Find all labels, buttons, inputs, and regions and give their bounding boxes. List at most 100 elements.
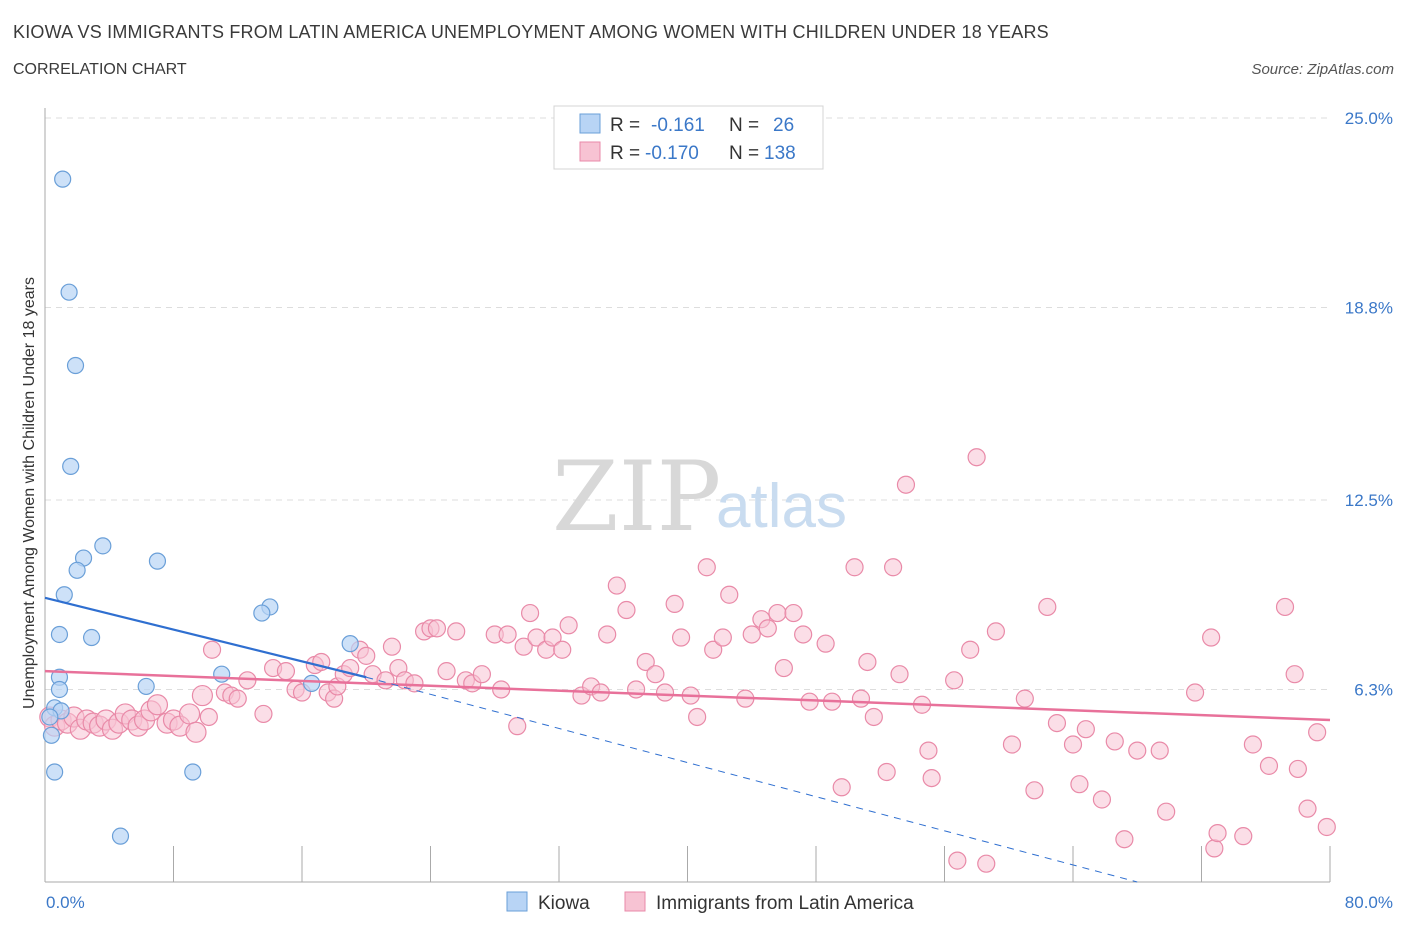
latin-america-point [178,703,201,725]
latin-america-swatch [624,891,646,912]
kiowa-point [60,283,78,301]
axes-layer [44,108,1331,883]
latin-america-point [1038,597,1057,617]
kiowa-swatch [506,891,528,912]
trend-lines [44,596,1331,883]
latin-america-point [1025,781,1044,800]
y-tick-label: 12.5% [1345,491,1393,510]
latin-america-point [276,662,296,681]
latin-america-point [1150,741,1169,760]
kiowa-point [46,763,64,781]
latin-america-point [890,665,909,684]
latin-america-point [945,671,964,690]
latin-america-point [784,603,803,623]
kiowa-trend-line [44,596,367,679]
kiowa-point [341,635,359,653]
latin-america-point [816,634,835,653]
latin-america-point [382,637,402,656]
kiowa-point [68,561,86,579]
bottom-legend: Kiowa Immigrants from Latin America [506,891,914,914]
kiowa-point [82,628,101,647]
latin-america-point [185,721,207,743]
kiowa-point [54,170,72,188]
latin-america-point [896,475,916,494]
latin-america-point [437,662,456,681]
latin-america-point [877,762,896,782]
y-tick-label: 25.0% [1345,109,1393,128]
legend-n-label: N = [729,143,759,164]
latin-america-point [671,628,691,647]
latin-america-point [626,680,646,699]
latin-america-point [646,665,665,684]
latin-america-point [191,684,214,707]
legend-item-kiowa: Kiowa [538,893,590,914]
latin-america-point [1208,824,1227,843]
kiowa-point [50,680,69,699]
legend-r-value: -0.170 [645,143,699,164]
latin-america-point [607,576,626,595]
latin-america-point [617,600,636,620]
y-tick-label: 6.3% [1354,680,1393,699]
latin-america-point [427,619,447,638]
latin-america-point [543,628,562,647]
latin-america-point [508,717,527,736]
latin-america-point [967,448,986,467]
kiowa-point [303,674,321,692]
y-axis-title: Unemployment Among Women with Children U… [21,277,38,709]
kiowa-point [62,457,80,475]
latin-america-point [774,658,793,678]
latin-america-point [1047,713,1067,733]
latin-america-point [405,674,424,693]
latin-america-point [1205,839,1224,858]
kiowa-point [41,708,59,726]
latin-america-point [1063,735,1083,754]
latin-america-point [758,619,777,638]
legend-item-latin-america: Immigrants from Latin America [656,893,914,914]
latin-america-point [948,851,967,870]
latin-america-point [1288,759,1307,779]
kiowa-point [66,356,85,375]
latin-america-point [228,689,247,708]
kiowa-swatch [579,113,601,134]
latin-america-point [1285,665,1304,684]
correlation-legend: R = -0.161 N = 26 R = -0.170 N = 138 [553,105,824,170]
latin-america-point [713,628,732,647]
latin-america-point [704,640,723,659]
latin-america-swatch [579,141,601,162]
chart-subtitle: CORRELATION CHART [13,61,187,78]
latin-america-point [922,768,941,788]
latin-america-point [1202,628,1221,647]
legend-r-label: R = [610,115,640,136]
latin-america-point [1105,732,1124,751]
latin-america-point [688,707,707,727]
latin-america-point [1259,756,1279,775]
latin-america-point [858,652,877,672]
latin-america-point [977,854,996,873]
latin-america-point [1185,683,1205,702]
latin-america-point [1092,790,1112,809]
latin-america-point [598,625,617,644]
latin-america-point [1015,689,1034,708]
latin-america-point [636,652,655,672]
latin-america-point [768,603,787,623]
x-tick-label: 80.0% [1345,893,1393,912]
latin-america-point [1308,723,1327,742]
latin-america-point [851,689,871,708]
latin-america-point [1317,817,1336,837]
x-tick-label: 0.0% [46,893,85,912]
source-credit: Source: ZipAtlas.com [1251,61,1394,78]
legend-n-value: 138 [764,143,796,164]
latin-america-point [742,625,761,644]
latin-america-point [665,594,684,614]
latin-america-point [720,585,739,604]
kiowa-points [41,170,359,845]
latin-america-point [655,683,675,702]
latin-america-point [559,616,578,635]
kiowa-point [137,677,155,696]
latin-america-point [146,694,169,716]
latin-america-point [845,558,864,577]
latin-america-point [357,646,376,665]
latin-america-point [697,558,716,577]
latin-america-trend-line [44,669,1331,722]
